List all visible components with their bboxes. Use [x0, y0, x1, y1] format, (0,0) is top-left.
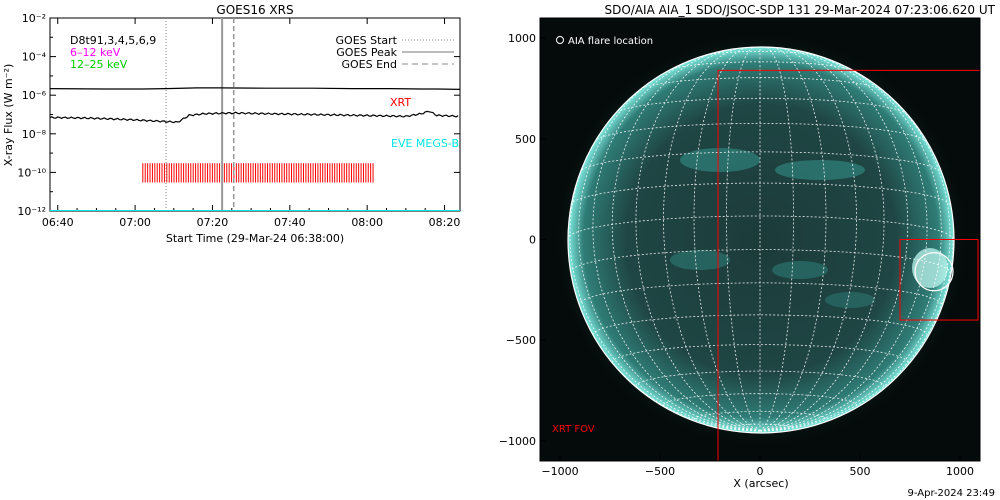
aia-ytick-label: 1000: [508, 32, 536, 45]
grid-line: [569, 249, 951, 273]
flare-location-circle: [914, 252, 954, 292]
grid-line: [663, 47, 761, 432]
flare-legend-text: AIA flare location: [568, 36, 653, 47]
channel-label-0: D8t91,3,4,5,6,9: [70, 34, 156, 47]
goes-ylabel: X-ray Flux (W m⁻²): [2, 64, 15, 166]
grid-line: [759, 48, 909, 432]
aia-ytick-label: 0: [529, 234, 536, 247]
goes-y-ticks: 10⁻² 10⁻⁴ 10⁻⁶ 10⁻⁸ 10⁻¹⁰ 10⁻¹²: [17, 12, 460, 218]
goes-ytick-label: 10⁻²: [22, 12, 46, 25]
goes-xtick-label: 08:20: [429, 216, 461, 229]
grid-line: [693, 411, 827, 420]
grid-line: [611, 48, 761, 432]
goes-chart: GOES16 XRS 10⁻² 10⁻⁴ 10⁻⁶ 10⁻⁸ 10⁻¹⁰ 10⁻¹² 06…: [2, 3, 461, 245]
aia-xlabel: X (arcsec): [733, 477, 788, 490]
xrt-ticks: [142, 163, 374, 183]
goes-xtick-label: 08:00: [351, 216, 383, 229]
grid-line: [578, 57, 761, 432]
goes-xlabel: Start Time (29-Mar-24 06:38:00): [166, 232, 344, 245]
footer-timestamp: 9-Apr-2024 23:49: [908, 488, 995, 499]
goes-ytick-label: 10⁻¹²: [17, 205, 46, 218]
grid-line: [759, 57, 942, 432]
goes-x-ticks: 06:40 07:00 07:20 07:40 08:00 08:20: [42, 18, 460, 229]
grid-line: [635, 48, 761, 432]
heliographic-grid: [568, 47, 954, 432]
aia-y-ticks: 1000 500 0 −500 −1000: [499, 32, 546, 448]
aia-xtick-label: 0: [757, 465, 764, 478]
grid-line: [637, 77, 883, 91]
goes-ytick-label: 10⁻¹⁰: [17, 166, 46, 179]
grid-line: [693, 47, 761, 432]
aia-x-ticks: −1000 −500 0 500 1000: [541, 455, 974, 478]
series-long: [50, 87, 460, 90]
goes-title: GOES16 XRS: [216, 3, 293, 17]
grid-line: [759, 81, 951, 432]
aia-ytick-label: −1000: [499, 435, 536, 448]
goes-legend: GOES Start GOES Peak GOES End: [336, 34, 454, 71]
aia-title: SDO/AIA AIA_1 SDO/JSOC-SDP 131 29-Mar-20…: [604, 3, 995, 17]
channel-label-2: 12–25 keV: [70, 58, 128, 71]
aia-xtick-label: −1000: [541, 465, 578, 478]
goes-xtick-label: 07:00: [119, 216, 151, 229]
aia-xtick-label: 500: [850, 465, 871, 478]
goes-xtick-label: 07:20: [197, 216, 229, 229]
grid-line: [759, 47, 794, 432]
aia-ytick-label: −500: [506, 334, 536, 347]
legend-start-text: GOES Start: [336, 34, 398, 47]
aia-ytick-label: 500: [515, 133, 536, 146]
grid-line: [759, 47, 857, 432]
grid-line: [698, 50, 822, 57]
legend-end-text: GOES End: [341, 58, 397, 71]
grid-line: [592, 51, 761, 432]
goes-ytick-label: 10⁻⁶: [22, 89, 47, 102]
aia-xtick-label: −500: [645, 465, 675, 478]
grid-line: [726, 47, 761, 432]
fov-label: XRT FOV: [552, 424, 595, 435]
grid-line: [759, 48, 885, 432]
flare-box: [899, 239, 979, 321]
grid-line: [592, 314, 928, 336]
grid-line: [578, 151, 942, 174]
aia-chart: SDO/AIA AIA_1 SDO/JSOC-SDP 131 29-Mar-20…: [499, 3, 996, 490]
grid-line: [759, 51, 928, 432]
grid-line: [759, 47, 827, 432]
aia-xtick-label: 1000: [946, 465, 974, 478]
flare-legend-marker: [556, 36, 564, 44]
series-short: [50, 110, 459, 124]
goes-ytick-label: 10⁻⁴: [22, 51, 47, 64]
xrt-annotation: XRT: [390, 96, 411, 109]
channel-label-1: 6–12 keV: [70, 46, 121, 59]
sun-disk: [568, 47, 954, 433]
legend-peak-text: GOES Peak: [336, 46, 397, 59]
eve-annotation: EVE MEGS-B: [391, 137, 459, 150]
goes-xtick-label: 07:40: [274, 216, 306, 229]
goes-ytick-label: 10⁻⁸: [22, 128, 47, 141]
goes-xtick-label: 06:40: [42, 216, 74, 229]
grid-line: [593, 122, 927, 142]
